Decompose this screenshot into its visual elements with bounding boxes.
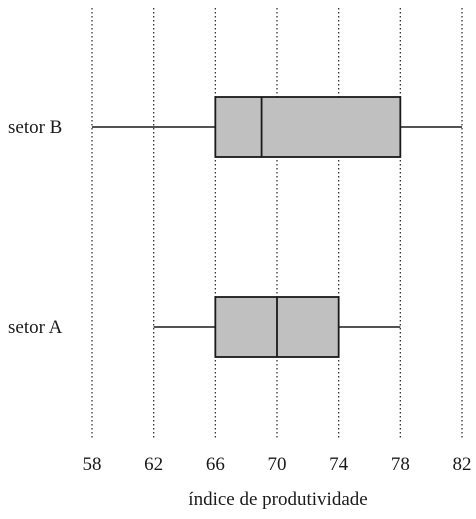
x-tick-label: 78 (391, 454, 410, 475)
boxplot-series (92, 96, 462, 358)
boxplot-setor-b (92, 96, 462, 158)
category-label: setor A (8, 317, 63, 338)
grid-lines (91, 8, 463, 440)
x-tick-label: 66 (206, 454, 225, 475)
x-axis-title: índice de produtividade (188, 489, 367, 510)
x-tick-label: 58 (83, 454, 102, 475)
iqr-box (214, 96, 402, 158)
category-label: setor B (8, 117, 62, 138)
x-tick-label: 82 (453, 454, 472, 475)
category-labels: setor B setor A (8, 117, 63, 338)
boxplot-setor-a (153, 296, 401, 358)
x-tick-label: 74 (329, 454, 349, 475)
x-tick-label: 70 (268, 454, 287, 475)
x-axis-ticks: 58 62 66 70 74 78 82 (83, 454, 472, 475)
x-tick-label: 62 (144, 454, 163, 475)
